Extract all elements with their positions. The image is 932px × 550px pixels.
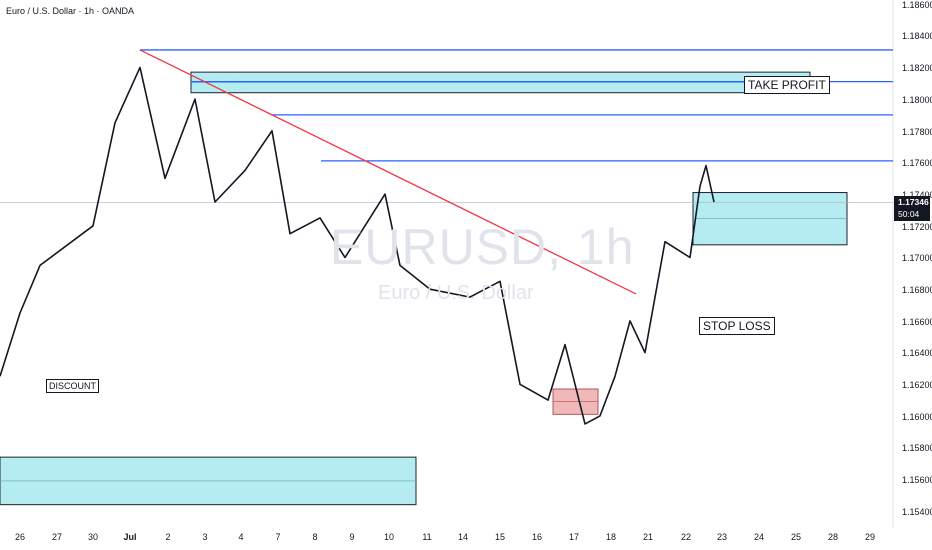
y-tick: 1.18200 [902, 63, 932, 73]
y-tick: 1.16600 [902, 317, 932, 327]
x-tick: Jul [123, 532, 137, 542]
stop-loss-label[interactable]: STOP LOSS [699, 317, 775, 335]
x-tick: 25 [790, 532, 802, 542]
y-tick: 1.17800 [902, 127, 932, 137]
symbol-header[interactable]: Euro / U.S. Dollar · 1h · OANDA [6, 6, 135, 16]
y-tick: 1.16400 [902, 348, 932, 358]
candle-countdown: 50:04 [898, 209, 920, 219]
x-tick: 24 [753, 532, 765, 542]
watermark-symbol: EURUSD, 1h [330, 219, 635, 275]
price-series [0, 66, 715, 425]
x-tick: 23 [716, 532, 728, 542]
y-tick: 1.18600 [902, 0, 932, 10]
x-tick: 22 [680, 532, 692, 542]
x-tick: 14 [457, 532, 469, 542]
x-tick: 15 [494, 532, 506, 542]
x-tick: 10 [383, 532, 395, 542]
x-tick: 11 [422, 532, 432, 542]
x-tick: 21 [642, 532, 654, 542]
y-tick: 1.15800 [902, 443, 932, 453]
discount-label[interactable]: DISCOUNT [46, 379, 99, 393]
y-tick: 1.16800 [902, 285, 932, 295]
x-tick: 27 [51, 532, 63, 542]
x-tick: 28 [827, 532, 839, 542]
y-tick: 1.16200 [902, 380, 932, 390]
x-tick: 3 [202, 532, 208, 542]
x-tick: 29 [864, 532, 876, 542]
y-tick: 1.18000 [902, 95, 932, 105]
y-tick: 1.17400 [902, 190, 932, 200]
x-tick: 4 [238, 532, 244, 542]
y-tick: 1.17000 [902, 253, 932, 263]
x-tick: 30 [87, 532, 99, 542]
current-price: 1.17346 [898, 197, 929, 207]
x-tick: 7 [275, 532, 281, 542]
x-tick: 9 [349, 532, 355, 542]
y-tick: 1.17200 [902, 222, 932, 232]
y-tick: 1.17600 [902, 158, 932, 168]
x-tick: 2 [165, 532, 171, 542]
current-price-tag: 1.17346 50:04 [894, 196, 930, 221]
x-tick: 26 [14, 532, 26, 542]
y-tick: 1.15600 [902, 475, 932, 485]
trendline [139, 49, 637, 295]
x-tick: 17 [568, 532, 580, 542]
watermark-description: Euro / U.S. Dollar [378, 282, 534, 304]
take-profit-label[interactable]: TAKE PROFIT [744, 76, 830, 94]
y-tick: 1.18400 [902, 31, 932, 41]
y-tick: 1.16000 [902, 412, 932, 422]
x-tick: 16 [531, 532, 543, 542]
x-tick: 8 [312, 532, 318, 542]
x-tick: 18 [605, 532, 617, 542]
y-tick: 1.15400 [902, 507, 932, 517]
